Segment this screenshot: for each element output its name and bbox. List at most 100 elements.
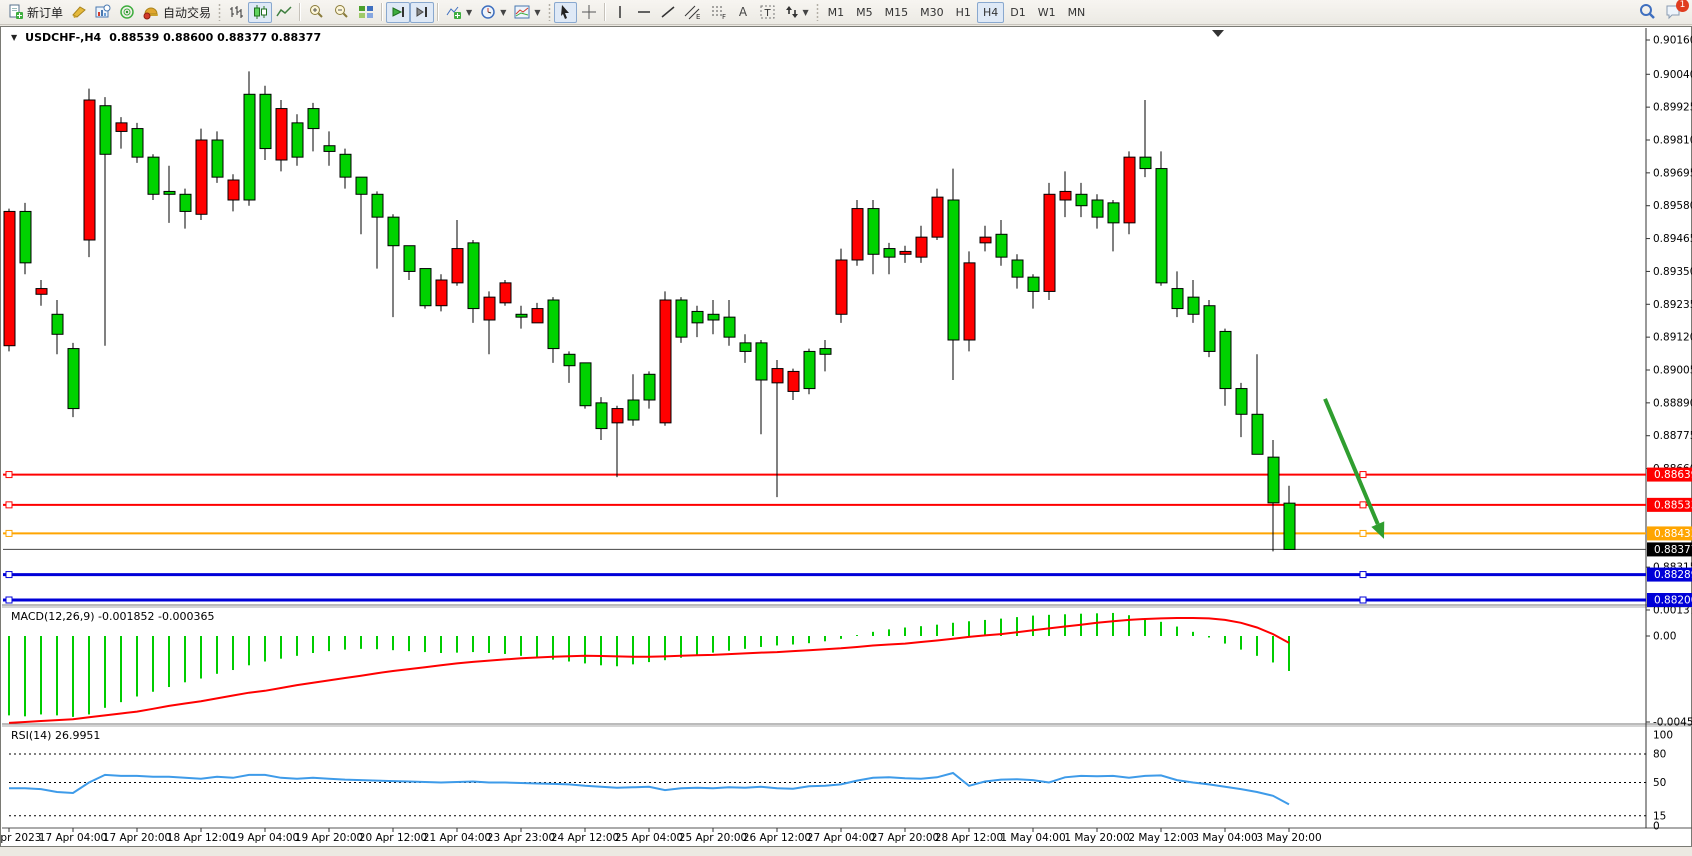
label-tool[interactable]: T [755, 2, 781, 23]
candle [51, 300, 64, 355]
tile-windows-button[interactable] [354, 2, 378, 23]
auto-scroll-icon [390, 4, 406, 20]
fibonacci-icon: F [710, 4, 728, 21]
candle [803, 348, 816, 395]
svg-text:F: F [722, 13, 726, 20]
time-tick-label: 17 Apr 04:00 [39, 832, 107, 844]
candle [995, 220, 1008, 266]
candle [547, 297, 560, 363]
search-button[interactable] [1634, 2, 1660, 23]
tf-h4-button[interactable]: H4 [976, 1, 1005, 23]
toolbar-separator [381, 3, 384, 21]
time-tick-label: 28 Apr 12:00 [935, 832, 1003, 844]
periods-button[interactable]: ▼ [476, 2, 510, 23]
horizontal-line-object[interactable] [3, 596, 1646, 604]
svg-text:0.88289: 0.88289 [1654, 569, 1692, 581]
tf-mn-button[interactable]: MN [1067, 5, 1086, 19]
bar-chart-button[interactable] [224, 2, 248, 23]
tf-d1-button[interactable]: D1 [1010, 5, 1026, 19]
fibonacci-tool[interactable]: F [706, 2, 732, 23]
crosshair-tool-button[interactable] [577, 2, 601, 23]
trendline-tool[interactable] [656, 2, 680, 23]
templates-icon [514, 4, 530, 20]
horizontal-line-object[interactable] [3, 571, 1646, 579]
time-tick-label: 3 May 04:00 [1192, 832, 1257, 844]
tf-m30-button[interactable]: M30 [920, 5, 944, 19]
horizontal-line-icon [636, 4, 652, 20]
price-line-label: 0.88377 [1647, 542, 1692, 557]
templates-button[interactable]: ▼ [510, 2, 544, 23]
candle [131, 122, 144, 163]
candle [947, 168, 960, 380]
candle [467, 240, 480, 323]
candle [1267, 440, 1280, 552]
indicators-button[interactable]: ▼ [442, 2, 476, 23]
candle [323, 131, 336, 166]
channel-tool[interactable]: E [680, 2, 706, 23]
rsi-axis-label: 0 [1653, 821, 1660, 833]
price-line-label: 0.88289 [1647, 567, 1692, 582]
periods-caret: ▼ [500, 7, 507, 17]
chart-shift-button[interactable] [410, 1, 435, 23]
macd-axis-label: 0.00 [1653, 631, 1676, 643]
zoom-out-button[interactable] [329, 2, 354, 23]
signals-icon [119, 4, 135, 20]
line-chart-button[interactable] [272, 2, 296, 23]
candle [1075, 182, 1088, 218]
candle [147, 154, 160, 200]
arrows-caret: ▼ [802, 7, 809, 17]
indicators-icon [446, 4, 462, 20]
cursor-tool-button[interactable] [553, 1, 577, 23]
candle [627, 374, 640, 426]
candle [915, 225, 928, 263]
tf-m1-button[interactable]: M1 [827, 5, 845, 19]
time-tick-label: 27 Apr 04:00 [807, 832, 875, 844]
svg-text:0.88433: 0.88433 [1654, 528, 1692, 540]
auto-trading-button[interactable]: 自动交易 [139, 2, 215, 23]
candle [99, 97, 112, 346]
time-tick-label: 20 Apr 12:00 [359, 832, 427, 844]
candle [771, 360, 784, 498]
chart-shift-marker[interactable] [1212, 30, 1224, 37]
trendline-icon [660, 4, 676, 20]
horizontal-line-object[interactable] [3, 501, 1646, 509]
toolbar-separator [437, 3, 440, 21]
new-order-button[interactable]: 新订单 [4, 2, 67, 23]
rsi-indicator-label: RSI(14) 26.9951 [11, 729, 101, 742]
channel-icon: E [684, 4, 702, 21]
arrows-tool[interactable]: ▼ [781, 2, 813, 23]
candle [755, 340, 768, 435]
chart-symbol-title: USDCHF-,H4 [25, 31, 102, 44]
signals-button[interactable] [115, 2, 139, 23]
toolbar-grip [218, 3, 222, 21]
svg-text:0.88377: 0.88377 [1654, 544, 1692, 556]
tf-h1-button[interactable]: H1 [955, 5, 971, 19]
horizontal-line-tool[interactable] [632, 2, 656, 23]
tf-m15-button[interactable]: M15 [884, 5, 909, 19]
horizontal-line-object[interactable] [3, 529, 1646, 537]
market-watch-button[interactable] [91, 2, 115, 23]
candle [371, 191, 384, 269]
candlestick-chart-button[interactable] [248, 1, 273, 23]
tf-m5-button[interactable]: M5 [856, 5, 873, 19]
candle [179, 188, 192, 229]
tf-w1-button[interactable]: W1 [1037, 5, 1056, 19]
time-tick-label: 3 May 20:00 [1256, 832, 1321, 844]
zoom-in-button[interactable] [304, 2, 329, 23]
time-tick-label: 19 Apr 04:00 [231, 832, 299, 844]
candle [675, 297, 688, 343]
horizontal-line-object[interactable] [3, 471, 1646, 479]
profile-button[interactable] [67, 2, 91, 23]
symbol-dropdown-icon[interactable]: ▼ [11, 33, 18, 42]
vertical-line-tool[interactable] [609, 2, 632, 23]
notification-badge: 1 [1676, 0, 1689, 12]
text-tool[interactable]: A [732, 2, 755, 23]
rsi-axis-label: 50 [1653, 777, 1666, 789]
arrow-annotation[interactable] [1323, 398, 1385, 539]
cursor-icon [558, 4, 572, 20]
chat-button[interactable]: 1 [1660, 0, 1689, 23]
chart-window[interactable]: ▼ USDCHF-,H4 0.88539 0.88600 0.88377 0.8… [0, 26, 1692, 847]
auto-scroll-button[interactable] [386, 1, 411, 23]
